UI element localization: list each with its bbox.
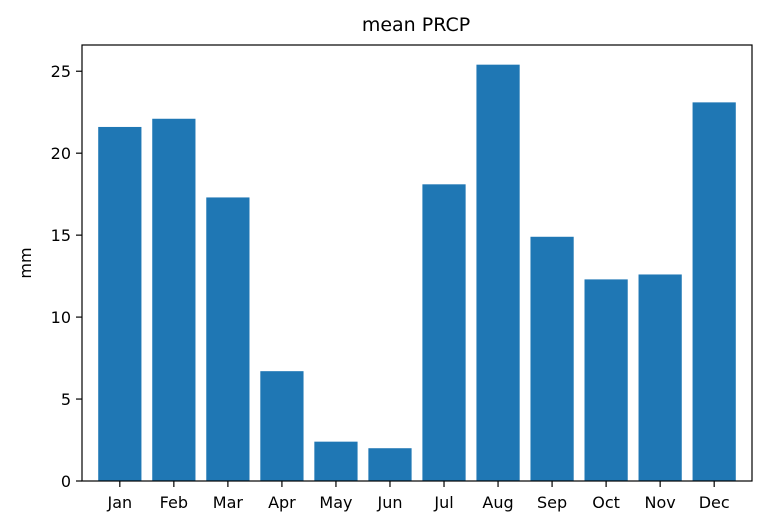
bar-oct [584, 279, 628, 481]
x-axis: Jan Feb Mar Apr May Jun Jul Aug Sep Oct Nov Dec [106, 481, 730, 512]
x-tick-label: Apr [268, 493, 296, 512]
bar-feb [152, 118, 196, 481]
bar-jul [422, 184, 466, 481]
y-tick-label: 5 [61, 390, 71, 409]
y-tick-label: 25 [51, 62, 71, 81]
bar-nov [638, 274, 682, 481]
bar-dec [692, 102, 736, 482]
y-tick-label: 10 [51, 308, 71, 327]
x-tick-label: Aug [482, 493, 513, 512]
x-tick-label: Feb [160, 493, 188, 512]
bar-sep [530, 236, 574, 481]
bar-mar [206, 197, 250, 481]
x-tick-label: Nov [645, 493, 676, 512]
bar-jun [368, 448, 412, 481]
x-tick-label: Dec [699, 493, 730, 512]
x-tick-label: Jul [433, 493, 453, 512]
bar-apr [260, 371, 304, 481]
x-tick-label: Jun [376, 493, 402, 512]
y-axis: 0 5 10 15 20 25 [51, 62, 82, 491]
y-tick-label: 15 [51, 226, 71, 245]
bar-may [314, 441, 358, 481]
plot-frame [81, 44, 753, 482]
x-tick-label: Mar [213, 493, 244, 512]
x-tick-label: Oct [592, 493, 620, 512]
bars [98, 64, 736, 482]
x-tick-label: Sep [537, 493, 567, 512]
bar-aug [476, 64, 520, 482]
x-tick-label: May [319, 493, 352, 512]
bar-jan [98, 126, 142, 481]
y-tick-label: 0 [61, 472, 71, 491]
y-tick-label: 20 [51, 144, 71, 163]
y-axis-label: mm [16, 247, 35, 278]
chart-title: mean PRCP [362, 14, 470, 36]
x-tick-label: Jan [106, 493, 132, 512]
